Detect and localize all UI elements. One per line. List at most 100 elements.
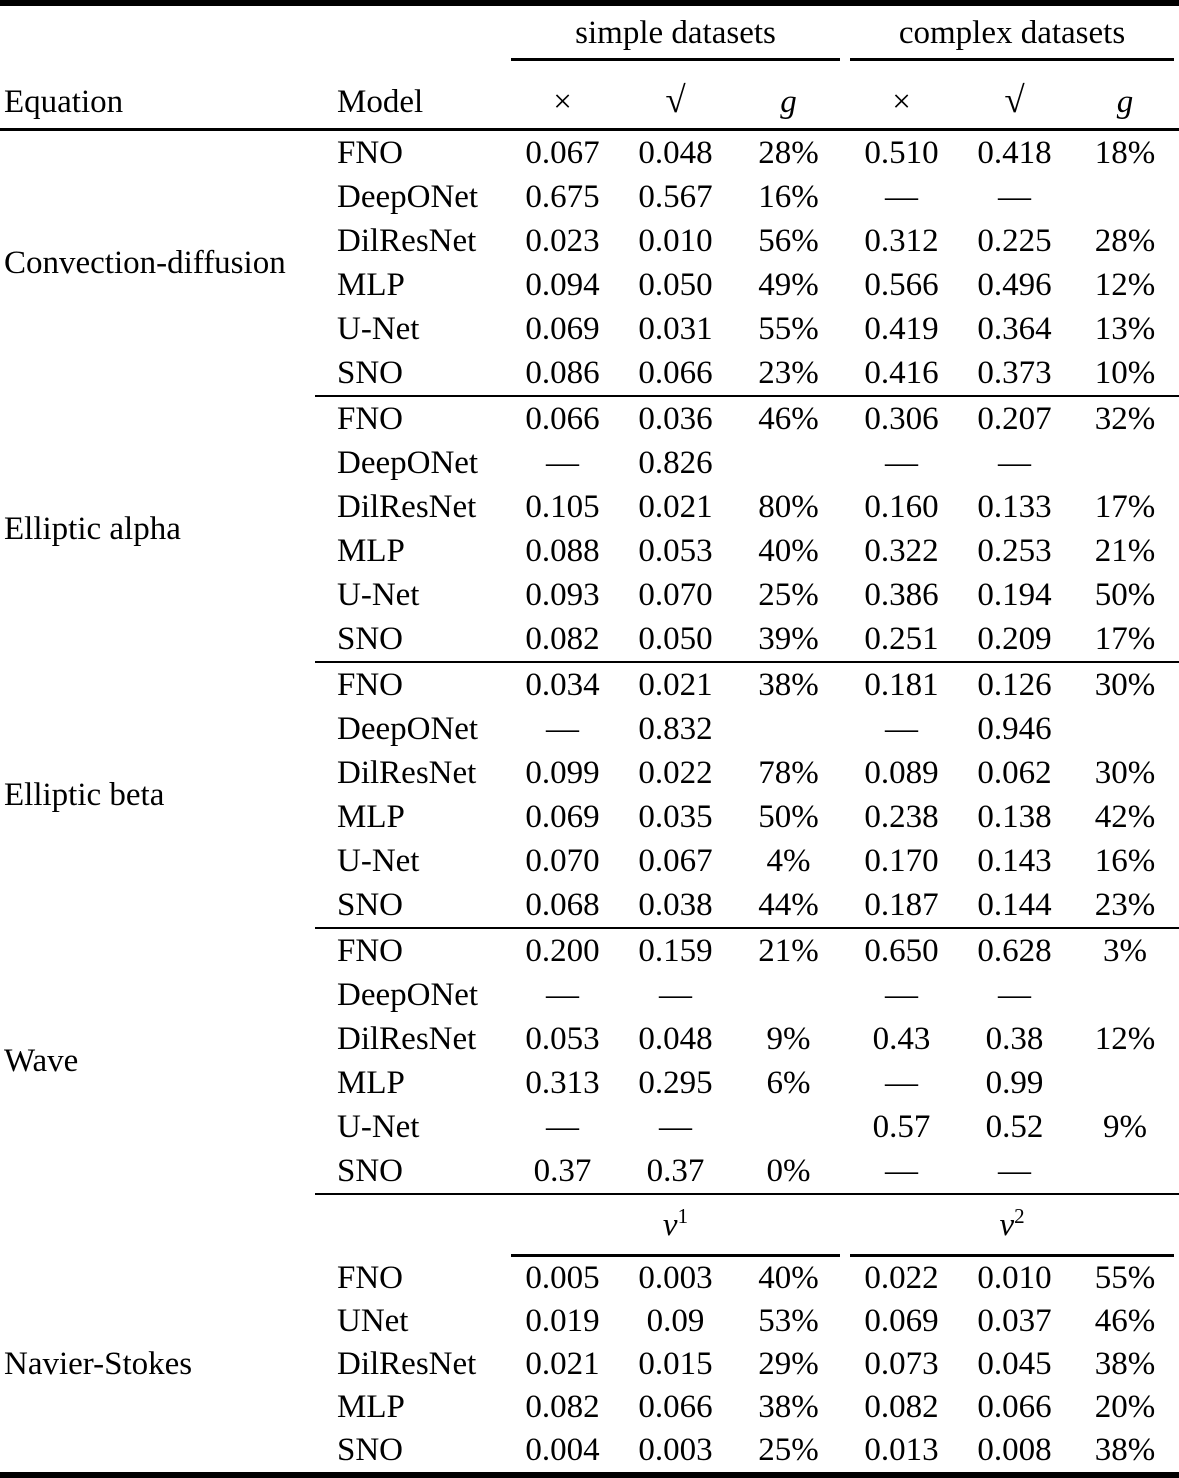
value-cell: 0.021	[638, 488, 713, 525]
value-cell: 53%	[758, 1303, 819, 1339]
value-cell: 38%	[758, 1389, 819, 1425]
value-cell: 30%	[1094, 754, 1156, 791]
value-cell: 0.567	[638, 178, 713, 215]
value-cell: 78%	[758, 754, 819, 791]
value-cell	[1071, 441, 1179, 485]
value-cell: 0.021	[525, 1346, 600, 1382]
value-cell: 0.946	[977, 710, 1052, 747]
value-cell: 0.306	[864, 400, 939, 437]
value-cell: —	[885, 1064, 919, 1101]
ns-subheader-label: v1	[511, 1206, 841, 1257]
table-row: SNO 0.082 0.050 39% 0.251 0.209 17%	[0, 617, 1179, 663]
table-row: DeepONet — 0.826 — —	[0, 441, 1179, 485]
value-cell: 0.037	[977, 1303, 1052, 1339]
model-cell: MLP	[337, 532, 405, 569]
model-cell: MLP	[337, 266, 405, 303]
value-cell: 0.207	[977, 400, 1052, 437]
value-cell: 55%	[1094, 1260, 1156, 1296]
value-cell: 0.067	[638, 842, 713, 879]
value-cell	[732, 441, 845, 485]
table-row: Elliptic beta FNO 0.034 0.021 38% 0.181 0.126 3…	[0, 662, 1179, 813]
value-cell: 50%	[1094, 576, 1156, 613]
value-cell	[732, 1105, 845, 1149]
model-cell: DilResNet	[337, 1020, 477, 1057]
value-cell: 40%	[758, 532, 819, 569]
value-cell: 0.036	[638, 400, 713, 437]
table-row: DilResNet 0.021 0.015 29% 0.073 0.045 38%	[0, 1343, 1179, 1386]
ns-subheader-label: v2	[850, 1206, 1175, 1257]
model-cell: DeepONet	[337, 976, 479, 1013]
table-row: U-Net 0.070 0.067 4% 0.170 0.143 16%	[0, 839, 1179, 883]
model-cell: DeepONet	[337, 444, 479, 481]
value-cell: 0.088	[525, 532, 600, 569]
value-cell: 0.053	[638, 532, 713, 569]
value-cell: 18%	[1094, 134, 1156, 171]
value-cell: 0.048	[638, 1020, 713, 1057]
value-cell: 0.138	[977, 798, 1052, 835]
value-cell: 13%	[1094, 310, 1156, 347]
model-cell: DeepONet	[337, 178, 479, 215]
value-cell: 25%	[758, 1432, 819, 1468]
value-cell: 0.031	[638, 310, 713, 347]
value-cell	[732, 973, 845, 1017]
value-cell: 0.225	[977, 222, 1052, 259]
table-row: DilResNet 0.099 0.022 78% 0.089 0.062 30%	[0, 751, 1179, 795]
value-cell: 49%	[758, 266, 819, 303]
column-header-row: Equation Model × √ g × √ g	[0, 61, 1179, 131]
table-row: DeepONet — — — —	[0, 973, 1179, 1017]
value-cell: 0.133	[977, 488, 1052, 525]
sqrt-symbol-header-complex: √	[958, 61, 1072, 131]
model-column-header: Model	[315, 61, 506, 131]
table-row: MLP 0.094 0.050 49% 0.566 0.496 12%	[0, 263, 1179, 307]
value-cell: 20%	[1094, 1389, 1156, 1425]
value-cell: 0.094	[525, 266, 600, 303]
value-cell: 0.022	[864, 1260, 939, 1296]
model-cell: DilResNet	[337, 222, 477, 259]
value-cell: 0.364	[977, 310, 1052, 347]
model-cell: SNO	[315, 1149, 506, 1195]
value-cell: 0.073	[864, 1346, 939, 1382]
equation-column-header: Equation	[0, 61, 315, 131]
value-cell: 0.034	[525, 666, 600, 703]
ns-subheader-row: v1 v2	[0, 1194, 1179, 1257]
value-cell: 0.069	[525, 310, 600, 347]
model-cell: MLP	[337, 1064, 405, 1101]
equation-label: Elliptic alpha	[4, 510, 181, 547]
value-cell: 0.089	[864, 754, 939, 791]
value-cell: 0.826	[638, 444, 713, 481]
value-cell: 0.003	[638, 1432, 713, 1468]
value-cell: 0.066	[619, 351, 732, 397]
value-cell: —	[659, 1108, 692, 1145]
value-cell: 17%	[1094, 488, 1156, 525]
value-cell: 0.008	[977, 1432, 1052, 1468]
ns-subheader-v1: v1	[506, 1194, 845, 1257]
value-cell: 0.419	[864, 310, 939, 347]
value-cell: 0%	[732, 1149, 846, 1195]
value-cell: 0.066	[525, 400, 600, 437]
value-cell: —	[845, 1149, 959, 1195]
model-cell: SNO	[315, 617, 506, 663]
value-cell: 0.022	[638, 754, 713, 791]
table-row: DilResNet 0.053 0.048 9% 0.43 0.38 12%	[0, 1017, 1179, 1061]
table-row: UNet 0.019 0.09 53% 0.069 0.037 46%	[0, 1300, 1179, 1343]
table-row: Convection-diffusion FNO 0.067 0.048 28% 0.51…	[0, 130, 1179, 282]
table-row: DeepONet — 0.832 — 0.946	[0, 707, 1179, 751]
value-cell: 39%	[732, 617, 846, 663]
value-cell: —	[885, 444, 919, 481]
model-cell: FNO	[337, 134, 404, 171]
value-cell: 28%	[758, 134, 819, 171]
value-cell: 16%	[1094, 842, 1156, 879]
value-cell: 0.312	[864, 222, 939, 259]
value-cell: 0.313	[525, 1064, 600, 1101]
value-cell: 0.038	[619, 883, 732, 929]
value-cell: 0.510	[864, 134, 939, 171]
table-row: MLP 0.069 0.035 50% 0.238 0.138 42%	[0, 795, 1179, 839]
value-cell: 0.070	[638, 576, 713, 613]
table-row: DilResNet 0.023 0.010 56% 0.312 0.225 28%	[0, 219, 1179, 263]
value-cell: 0.023	[525, 222, 600, 259]
value-cell: 0.050	[619, 617, 732, 663]
value-cell: 0.019	[525, 1303, 600, 1339]
value-cell: —	[958, 1149, 1072, 1195]
value-cell: 0.209	[958, 617, 1072, 663]
value-cell: 23%	[732, 351, 846, 397]
